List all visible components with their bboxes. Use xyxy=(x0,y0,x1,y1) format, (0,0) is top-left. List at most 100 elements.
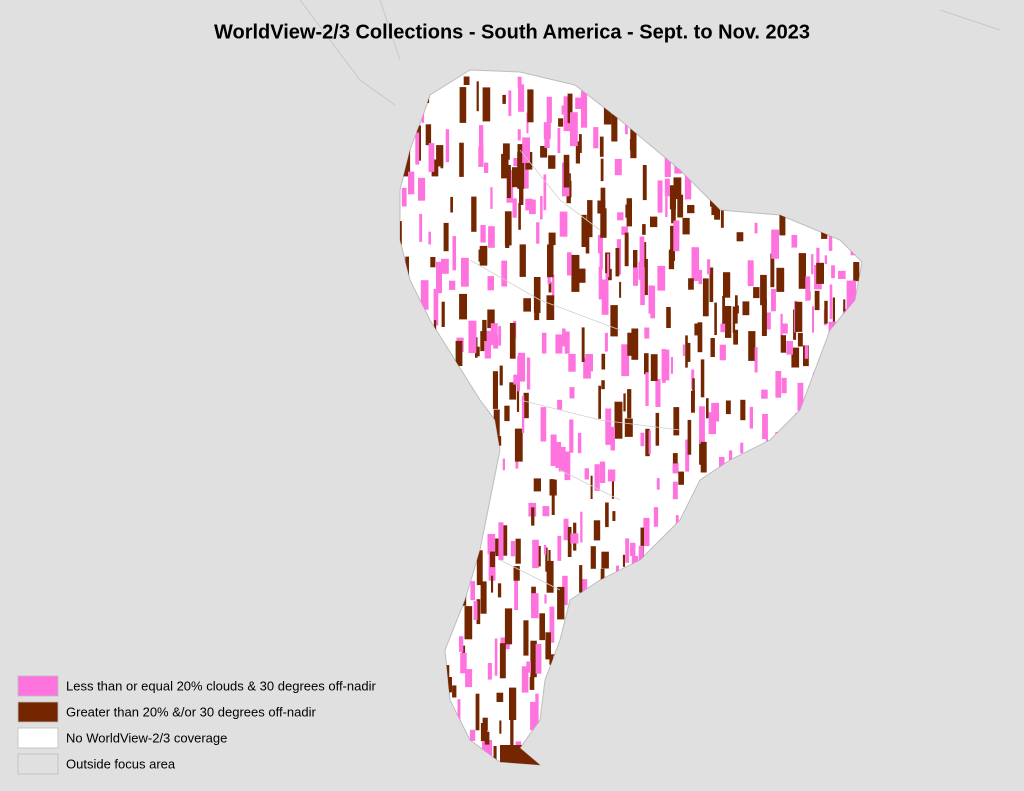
collection-strip xyxy=(672,481,678,500)
collection-strip xyxy=(479,245,488,266)
collection-strip xyxy=(568,353,576,372)
collection-strip xyxy=(581,327,585,362)
collection-strip xyxy=(517,352,526,382)
collection-strip xyxy=(811,254,814,275)
collection-strip xyxy=(611,477,614,499)
collection-strip xyxy=(449,280,456,290)
collection-strip xyxy=(640,267,645,306)
collection-strip xyxy=(433,288,439,326)
collection-strip xyxy=(502,94,506,104)
collection-strip xyxy=(761,389,768,399)
collection-strip xyxy=(719,344,726,361)
collection-strip xyxy=(535,644,542,674)
collection-strip xyxy=(601,380,605,390)
collection-strip xyxy=(710,338,715,357)
collection-strip xyxy=(625,119,628,135)
collection-strip xyxy=(562,575,568,606)
collection-strip xyxy=(516,375,520,412)
collection-strip xyxy=(543,122,551,140)
collection-strip xyxy=(749,406,753,429)
collection-strip xyxy=(797,332,803,347)
collection-strip xyxy=(487,534,496,555)
collection-strip xyxy=(563,96,571,132)
collection-strip xyxy=(672,463,679,474)
collection-strip xyxy=(441,301,445,327)
collection-strip xyxy=(510,541,515,557)
collection-strip xyxy=(518,202,521,230)
collection-strip xyxy=(631,328,639,360)
legend-swatch xyxy=(17,727,59,749)
collection-strip xyxy=(510,708,514,747)
collection-strip xyxy=(607,253,610,278)
collection-strip xyxy=(655,379,661,407)
collection-strip xyxy=(534,287,540,321)
collection-strip xyxy=(725,306,732,338)
collection-strip xyxy=(648,430,651,454)
collection-strip xyxy=(664,178,670,197)
collection-strip xyxy=(604,332,608,352)
collection-strip xyxy=(614,158,622,176)
collection-strip xyxy=(431,159,439,177)
collection-strip xyxy=(498,326,502,346)
collection-strip xyxy=(441,258,449,274)
collection-strip xyxy=(673,177,682,200)
collection-strip xyxy=(600,187,606,201)
collection-strip xyxy=(450,196,453,213)
collection-strip xyxy=(569,387,575,399)
collection-strip xyxy=(530,701,537,731)
collection-strip xyxy=(557,586,565,620)
collection-strip xyxy=(621,226,628,235)
legend-label: No WorldView-2/3 coverage xyxy=(66,730,227,745)
collection-strip xyxy=(546,96,552,123)
collection-strip xyxy=(581,214,587,247)
collection-strip xyxy=(625,204,631,218)
collection-strip xyxy=(548,550,551,572)
collection-strip xyxy=(707,259,711,275)
collection-strip xyxy=(619,281,622,298)
collection-strip xyxy=(551,274,555,299)
collection-strip xyxy=(544,139,550,149)
collection-strip xyxy=(567,93,573,124)
collection-strip xyxy=(610,426,615,451)
collection-strip xyxy=(760,274,767,306)
collection-strip xyxy=(541,332,547,354)
collection-strip xyxy=(657,265,666,291)
collection-strip xyxy=(653,507,659,527)
collection-strip xyxy=(725,400,731,415)
collection-strip xyxy=(531,593,539,619)
collection-strip xyxy=(482,319,487,341)
collection-strip xyxy=(478,146,484,167)
collection-strip xyxy=(584,468,589,480)
collection-strip xyxy=(551,492,555,515)
collection-strip xyxy=(512,198,517,218)
collection-strip xyxy=(644,242,647,264)
collection-strip xyxy=(490,323,498,346)
collection-strip xyxy=(557,399,563,410)
collection-strip xyxy=(548,155,556,169)
collection-strip xyxy=(436,261,442,294)
collection-strip xyxy=(479,125,484,156)
collection-strip xyxy=(523,620,529,656)
collection-strip xyxy=(605,408,612,445)
collection-strip xyxy=(542,506,550,517)
collection-strip xyxy=(762,414,768,440)
collection-strip xyxy=(585,354,593,372)
collection-strip xyxy=(781,377,787,394)
collection-strip xyxy=(795,301,803,332)
collection-strip xyxy=(490,187,493,209)
collection-strip xyxy=(491,575,494,593)
collection-strip xyxy=(457,699,461,735)
collection-strip xyxy=(740,399,746,421)
collection-strip xyxy=(476,550,483,586)
legend-swatch xyxy=(17,675,59,697)
legend-label: Less than or equal 20% clouds & 30 degre… xyxy=(66,678,376,693)
collection-strip xyxy=(645,372,649,406)
collection-strip xyxy=(812,306,814,333)
collection-strip xyxy=(615,248,620,277)
collection-strip xyxy=(603,103,612,125)
collection-strip xyxy=(791,347,800,368)
collection-strip xyxy=(499,720,502,734)
collection-strip xyxy=(468,320,477,354)
collection-strip xyxy=(673,407,680,436)
collection-strip xyxy=(480,723,488,741)
